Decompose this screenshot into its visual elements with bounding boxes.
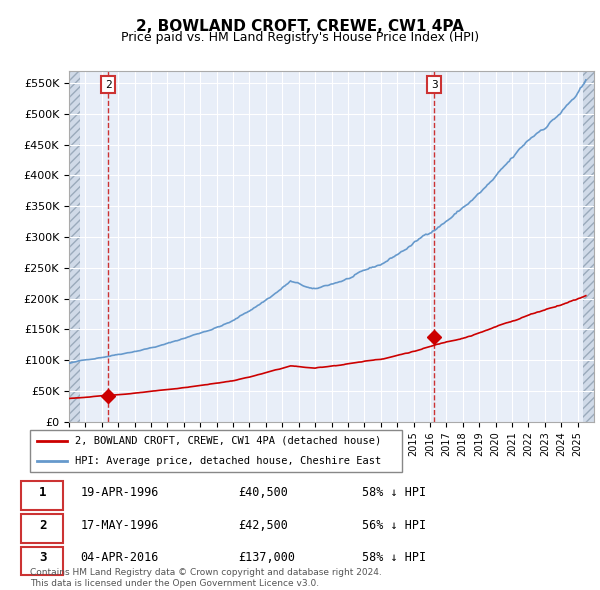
Text: 17-MAY-1996: 17-MAY-1996 bbox=[80, 519, 159, 532]
Text: £42,500: £42,500 bbox=[238, 519, 288, 532]
FancyBboxPatch shape bbox=[21, 547, 64, 575]
Text: Contains HM Land Registry data © Crown copyright and database right 2024.
This d: Contains HM Land Registry data © Crown c… bbox=[30, 568, 382, 588]
Text: 56% ↓ HPI: 56% ↓ HPI bbox=[362, 519, 427, 532]
Text: 04-APR-2016: 04-APR-2016 bbox=[80, 552, 159, 565]
Text: 3: 3 bbox=[431, 80, 437, 90]
Text: 58% ↓ HPI: 58% ↓ HPI bbox=[362, 486, 427, 499]
Text: 19-APR-1996: 19-APR-1996 bbox=[80, 486, 159, 499]
Text: 2, BOWLAND CROFT, CREWE, CW1 4PA (detached house): 2, BOWLAND CROFT, CREWE, CW1 4PA (detach… bbox=[74, 436, 381, 446]
Bar bbox=[69, 71, 80, 422]
Text: 2, BOWLAND CROFT, CREWE, CW1 4PA: 2, BOWLAND CROFT, CREWE, CW1 4PA bbox=[136, 19, 464, 34]
FancyBboxPatch shape bbox=[21, 514, 64, 543]
Text: 3: 3 bbox=[39, 552, 46, 565]
Text: HPI: Average price, detached house, Cheshire East: HPI: Average price, detached house, Ches… bbox=[74, 455, 381, 466]
Text: 2: 2 bbox=[39, 519, 46, 532]
Bar bbox=[583, 71, 594, 422]
Text: Price paid vs. HM Land Registry's House Price Index (HPI): Price paid vs. HM Land Registry's House … bbox=[121, 31, 479, 44]
Text: £137,000: £137,000 bbox=[238, 552, 295, 565]
Text: 2: 2 bbox=[104, 80, 112, 90]
Text: £40,500: £40,500 bbox=[238, 486, 288, 499]
FancyBboxPatch shape bbox=[21, 481, 64, 510]
Text: 58% ↓ HPI: 58% ↓ HPI bbox=[362, 552, 427, 565]
Text: 1: 1 bbox=[39, 486, 46, 499]
